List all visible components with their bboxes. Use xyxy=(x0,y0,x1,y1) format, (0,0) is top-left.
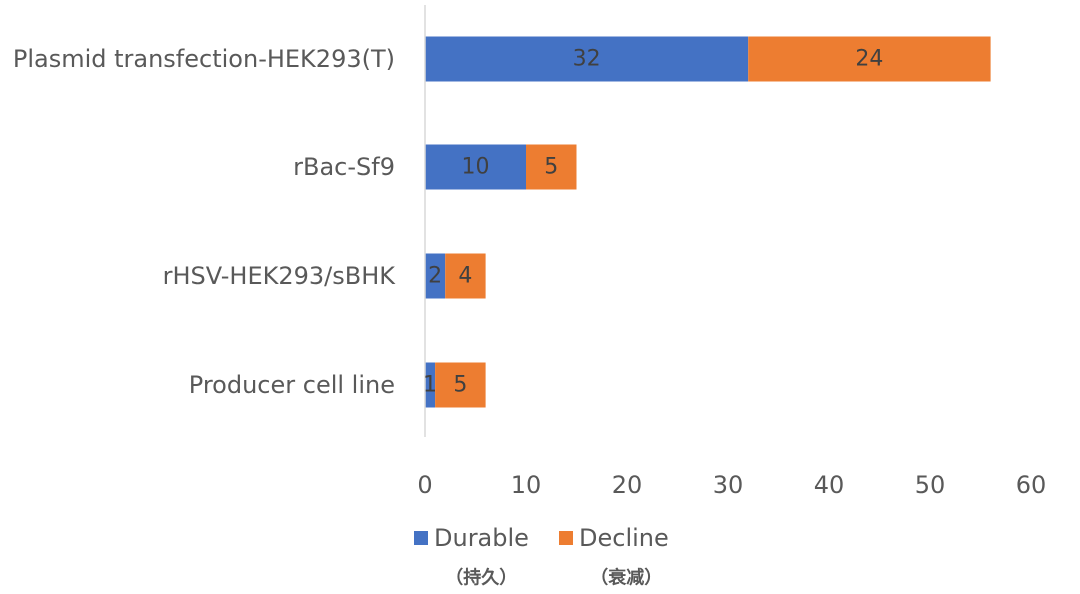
legend-swatch-decline xyxy=(559,531,573,545)
category-label: rHSV-HEK293/sBHK xyxy=(163,262,397,290)
legend: Durable （持久） Decline （衰减） xyxy=(414,524,669,589)
data-label-decline: 24 xyxy=(855,47,883,72)
bar-durable xyxy=(425,144,526,190)
x-tick-label: 50 xyxy=(915,471,946,499)
bar-decline xyxy=(526,144,577,190)
bar-decline xyxy=(435,362,486,408)
x-tick-label: 20 xyxy=(612,471,643,499)
data-label-decline: 5 xyxy=(453,373,467,398)
x-axis-ticks: 0 10 20 30 40 50 60 xyxy=(417,471,1046,499)
data-label-durable: 1 xyxy=(423,373,437,398)
category-label: Producer cell line xyxy=(189,371,395,399)
data-label-durable: 2 xyxy=(428,264,442,289)
x-tick-label: 0 xyxy=(417,471,432,499)
x-tick-label: 10 xyxy=(511,471,542,499)
labels-layer: Plasmid transfection-HEK293(T) 32 24 rBac-S… xyxy=(13,45,884,399)
category-label: Plasmid transfection-HEK293(T) xyxy=(13,45,395,73)
bar-durable xyxy=(425,362,436,408)
data-label-durable: 10 xyxy=(462,155,490,180)
data-label-decline: 4 xyxy=(458,264,472,289)
bar-durable xyxy=(425,253,446,299)
bar-decline xyxy=(445,253,486,299)
legend-swatch-durable xyxy=(414,531,428,545)
data-label-durable: 32 xyxy=(573,47,601,72)
category-label: rBac-Sf9 xyxy=(293,153,395,181)
legend-label-decline: Decline xyxy=(579,524,669,552)
legend-sublabel-decline: （衰减） xyxy=(590,567,662,589)
bars-layer xyxy=(425,36,991,408)
legend-label-durable: Durable xyxy=(434,524,529,552)
bar-decline xyxy=(748,36,991,82)
bar-durable xyxy=(425,36,749,82)
x-tick-label: 40 xyxy=(814,471,845,499)
legend-sublabel-durable: （持久） xyxy=(445,567,517,589)
x-tick-label: 30 xyxy=(713,471,744,499)
data-label-decline: 5 xyxy=(544,155,558,180)
x-tick-label: 60 xyxy=(1016,471,1047,499)
